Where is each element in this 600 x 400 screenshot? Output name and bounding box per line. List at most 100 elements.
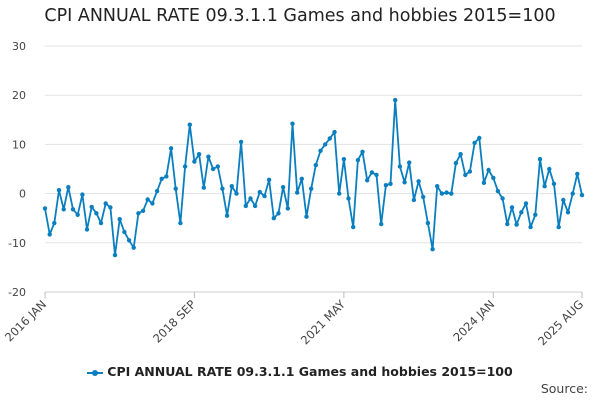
data-point[interactable] [500, 196, 505, 201]
data-point[interactable] [453, 160, 459, 166]
data-point[interactable] [383, 183, 389, 188]
data-point[interactable] [299, 176, 304, 181]
data-point[interactable] [131, 245, 136, 250]
data-point[interactable] [150, 201, 155, 206]
data-point[interactable] [145, 197, 150, 202]
data-point[interactable] [425, 220, 431, 226]
data-point[interactable] [182, 164, 188, 169]
data-point[interactable] [75, 212, 80, 217]
data-point[interactable] [229, 184, 234, 189]
data-point[interactable] [323, 142, 328, 147]
data-point[interactable] [112, 252, 118, 258]
data-point[interactable] [271, 216, 276, 221]
data-point[interactable] [206, 154, 211, 159]
data-point[interactable] [542, 184, 547, 189]
data-point[interactable] [397, 164, 403, 169]
data-point[interactable] [252, 203, 258, 209]
data-point[interactable] [481, 180, 487, 185]
data-point[interactable] [472, 140, 477, 146]
data-point[interactable] [173, 186, 178, 191]
data-point[interactable] [47, 232, 52, 237]
data-point[interactable] [98, 220, 104, 226]
data-point[interactable] [136, 211, 141, 216]
data-point[interactable] [154, 188, 160, 194]
data-point[interactable] [519, 210, 524, 215]
data-point[interactable] [196, 152, 202, 157]
data-point[interactable] [126, 238, 132, 243]
data-point[interactable] [304, 214, 309, 219]
data-point[interactable] [285, 206, 290, 211]
data-point[interactable] [103, 201, 108, 206]
data-point[interactable] [393, 97, 398, 103]
data-point[interactable] [117, 217, 122, 222]
data-point[interactable] [579, 192, 585, 198]
data-point[interactable] [537, 157, 543, 162]
data-point[interactable] [514, 222, 519, 227]
data-point[interactable] [210, 166, 216, 172]
data-point[interactable] [220, 186, 225, 191]
data-point[interactable] [257, 189, 262, 195]
data-point[interactable] [70, 207, 76, 212]
data-point[interactable] [491, 175, 496, 181]
data-point[interactable] [61, 207, 66, 212]
data-point[interactable] [528, 224, 533, 230]
data-point[interactable] [379, 221, 384, 227]
data-point[interactable] [234, 191, 239, 196]
data-point[interactable] [495, 188, 501, 194]
data-point[interactable] [439, 191, 445, 196]
data-point[interactable] [262, 193, 267, 199]
data-point[interactable] [388, 181, 393, 186]
data-point[interactable] [94, 211, 99, 216]
data-point[interactable] [238, 139, 244, 145]
data-point[interactable] [575, 171, 580, 177]
data-point[interactable] [327, 136, 332, 141]
data-point[interactable] [565, 210, 571, 215]
data-point[interactable] [463, 172, 468, 178]
data-point[interactable] [365, 178, 370, 183]
data-point[interactable] [458, 152, 463, 157]
data-point[interactable] [201, 185, 206, 190]
data-point[interactable] [444, 190, 449, 195]
data-point[interactable] [556, 224, 561, 230]
data-point[interactable] [337, 191, 342, 196]
data-point[interactable] [276, 211, 281, 216]
data-point[interactable] [309, 186, 314, 191]
data-point[interactable] [280, 185, 286, 190]
data-point[interactable] [402, 180, 407, 185]
data-point[interactable] [243, 203, 248, 209]
data-point[interactable] [89, 204, 94, 210]
data-point[interactable] [369, 170, 375, 175]
data-point[interactable] [168, 146, 174, 151]
data-point[interactable] [486, 167, 491, 173]
data-point[interactable] [360, 149, 365, 154]
data-point[interactable] [411, 197, 417, 203]
data-point[interactable] [416, 179, 421, 184]
data-point[interactable] [505, 221, 510, 227]
data-point[interactable] [84, 227, 90, 232]
data-point[interactable] [290, 121, 295, 126]
data-point[interactable] [561, 197, 566, 203]
data-point[interactable] [351, 224, 356, 230]
data-point[interactable] [435, 184, 440, 189]
data-point[interactable] [374, 172, 379, 178]
data-point[interactable] [509, 205, 515, 210]
data-point[interactable] [187, 122, 192, 127]
data-point[interactable] [533, 212, 538, 217]
data-point[interactable] [467, 169, 473, 174]
data-point[interactable] [215, 164, 220, 169]
data-point[interactable] [477, 135, 482, 141]
data-point[interactable] [80, 192, 85, 197]
data-point[interactable] [318, 148, 323, 153]
data-point[interactable] [407, 160, 412, 165]
data-point[interactable] [140, 208, 146, 213]
data-point[interactable] [122, 229, 127, 235]
data-point[interactable] [66, 185, 71, 190]
data-point[interactable] [178, 220, 183, 226]
data-point[interactable] [108, 205, 113, 210]
legend[interactable]: CPI ANNUAL RATE 09.3.1.1 Games and hobbi… [0, 364, 600, 379]
data-point[interactable] [341, 157, 347, 162]
data-point[interactable] [570, 191, 575, 196]
data-point[interactable] [164, 174, 169, 179]
data-point[interactable] [266, 177, 272, 182]
data-point[interactable] [421, 194, 426, 200]
